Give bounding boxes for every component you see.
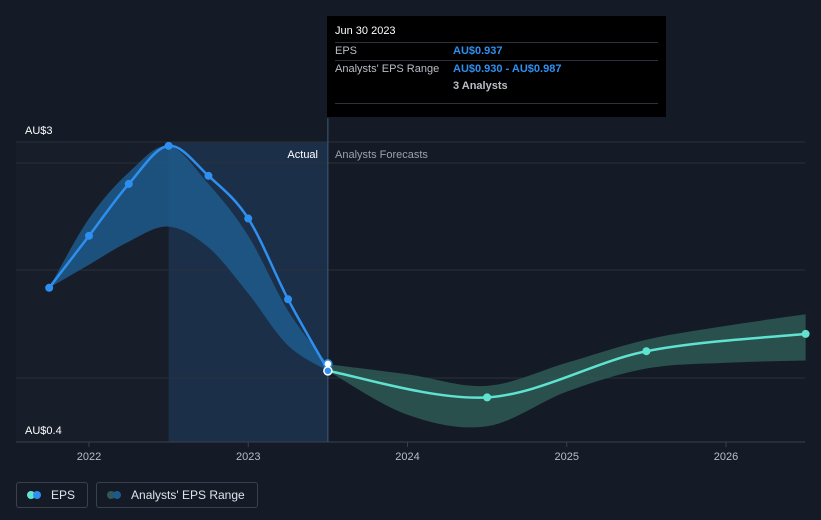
chart-legend: EPS Analysts' EPS Range xyxy=(16,482,258,508)
tooltip-eps-row: EPS AU$0.937 xyxy=(335,42,658,60)
eps-legend-icon xyxy=(27,491,43,499)
tooltip-eps-value: AU$0.937 xyxy=(453,45,503,57)
tooltip-analysts-row: 3 Analysts xyxy=(335,78,658,95)
tooltip-analysts-count: 3 Analysts xyxy=(453,80,508,92)
actual-eps-point xyxy=(45,283,54,292)
tooltip-range-row: Analysts' EPS Range AU$0.930 - AU$0.987 xyxy=(335,60,658,78)
forecast-region-label: Analysts Forecasts xyxy=(335,149,428,161)
y-tick-label-top: AU$3 xyxy=(25,125,53,137)
tooltip-date: Jun 30 2023 xyxy=(335,25,396,37)
y-tick-label-bottom: AU$0.4 xyxy=(25,425,62,437)
forecast-eps-range-band xyxy=(327,314,806,428)
forecast-eps-point xyxy=(801,329,810,338)
actual-eps-point xyxy=(284,295,293,304)
highlight-point-lower xyxy=(323,366,333,376)
actual-eps-point xyxy=(124,179,133,188)
actual-eps-point xyxy=(204,171,213,180)
legend-eps-toggle[interactable]: EPS xyxy=(16,482,89,508)
x-tick-label: 2026 xyxy=(714,451,738,463)
x-tick-label: 2023 xyxy=(236,451,260,463)
x-tick-label: 2025 xyxy=(555,451,579,463)
forecast-eps-point xyxy=(483,393,492,402)
forecast-eps-line xyxy=(327,332,806,399)
actual-eps-range-band xyxy=(49,145,328,371)
actual-eps-point xyxy=(85,231,93,240)
tooltip-range-value: AU$0.930 - AU$0.987 xyxy=(453,63,562,75)
actual-eps-point xyxy=(164,141,173,150)
forecast-eps-point xyxy=(642,347,651,356)
tooltip-divider xyxy=(335,103,658,104)
x-tick-label: 2022 xyxy=(77,451,101,463)
legend-range-toggle[interactable]: Analysts' EPS Range xyxy=(96,482,258,508)
legend-range-label: Analysts' EPS Range xyxy=(131,488,245,502)
x-tick-label: 2024 xyxy=(395,451,419,463)
legend-eps-label: EPS xyxy=(51,488,76,502)
eps-tooltip: Jun 30 2023 EPS AU$0.937 Analysts' EPS R… xyxy=(327,16,666,117)
tooltip-range-label: Analysts' EPS Range xyxy=(335,63,440,75)
range-legend-icon xyxy=(107,491,123,499)
actual-eps-point xyxy=(244,214,253,223)
actual-region-label: Actual xyxy=(287,149,318,161)
tooltip-eps-label: EPS xyxy=(335,45,358,57)
